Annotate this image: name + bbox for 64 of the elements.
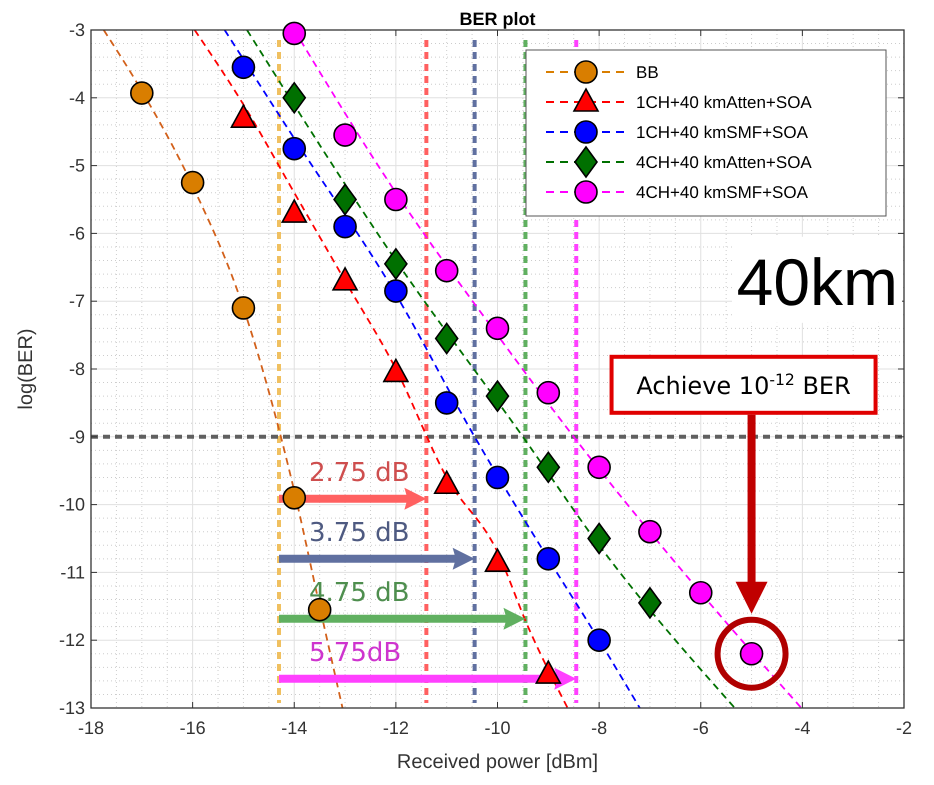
- y-tick-label: -8: [68, 359, 85, 379]
- point: [486, 380, 510, 412]
- point: [282, 486, 306, 510]
- y-tick-label: -6: [68, 223, 85, 244]
- x-tick-label: -6: [692, 718, 709, 738]
- x-tick-label: -2: [896, 718, 912, 738]
- point: [638, 520, 662, 544]
- y-tick-label: -7: [68, 291, 85, 312]
- point: [282, 82, 306, 114]
- x-tick-label: -10: [484, 718, 511, 738]
- annotation: 4.75 dB: [309, 578, 410, 608]
- point: [486, 466, 510, 490]
- point: [130, 81, 154, 105]
- x-axis-title: Received power [dBm]: [396, 751, 598, 773]
- x-tick-label: -14: [281, 718, 308, 738]
- legend-label: BB: [636, 63, 659, 82]
- point: [587, 522, 611, 554]
- y-tick-label: -11: [60, 562, 85, 582]
- point: [384, 248, 408, 280]
- point: [232, 296, 256, 320]
- x-tick-label: -4: [794, 718, 810, 738]
- y-axis-title: log(BER): [15, 328, 37, 410]
- y-tick-label: -10: [58, 494, 85, 515]
- point: [333, 123, 357, 147]
- point: [587, 456, 611, 480]
- point: [384, 279, 408, 303]
- y-tick-label: -5: [68, 156, 85, 176]
- annotation: 2.75 dB: [309, 458, 410, 488]
- point: [536, 452, 560, 484]
- y-tick-label: -4: [68, 88, 85, 108]
- point: [638, 587, 662, 619]
- annotation: Achieve 10$^{-12}$ BER: [636, 370, 851, 400]
- point: [282, 136, 306, 160]
- x-tick-label: -8: [591, 718, 608, 738]
- y-tick-label: -12: [58, 630, 85, 650]
- chart-title: BER plot: [460, 9, 536, 29]
- y-tick-label: -3: [68, 20, 85, 40]
- x-tick-label: -18: [78, 718, 104, 738]
- point: [180, 170, 204, 194]
- point: [536, 380, 560, 405]
- point: [333, 184, 357, 216]
- annotation: 3.75 dB: [309, 518, 410, 548]
- point: [587, 628, 611, 652]
- line-series: [194, 29, 569, 709]
- y-tick-label: -9: [68, 426, 85, 447]
- annotation: 5.75dB: [309, 638, 402, 668]
- legend-label: 1CH+40 kmSMF+SOA: [636, 123, 809, 142]
- x-tick-label: -12: [382, 718, 409, 738]
- point: [486, 316, 510, 340]
- y-tick-label: -13: [58, 698, 85, 718]
- x-tick-label: -16: [180, 718, 206, 738]
- point: [536, 547, 560, 571]
- legend-label: 1CH+40 kmAtten+SOA: [636, 93, 812, 112]
- point: [434, 322, 458, 354]
- point: [384, 188, 408, 212]
- legend-label: 4CH+40 kmSMF+SOA: [636, 183, 809, 202]
- legend-label: 4CH+40 kmAtten+SOA: [636, 153, 812, 172]
- annotation: 40km: [736, 244, 898, 319]
- point: [333, 214, 357, 238]
- point: [434, 391, 458, 415]
- point: [232, 55, 256, 80]
- point: [282, 22, 306, 46]
- point: [434, 258, 458, 282]
- point: [688, 580, 713, 605]
